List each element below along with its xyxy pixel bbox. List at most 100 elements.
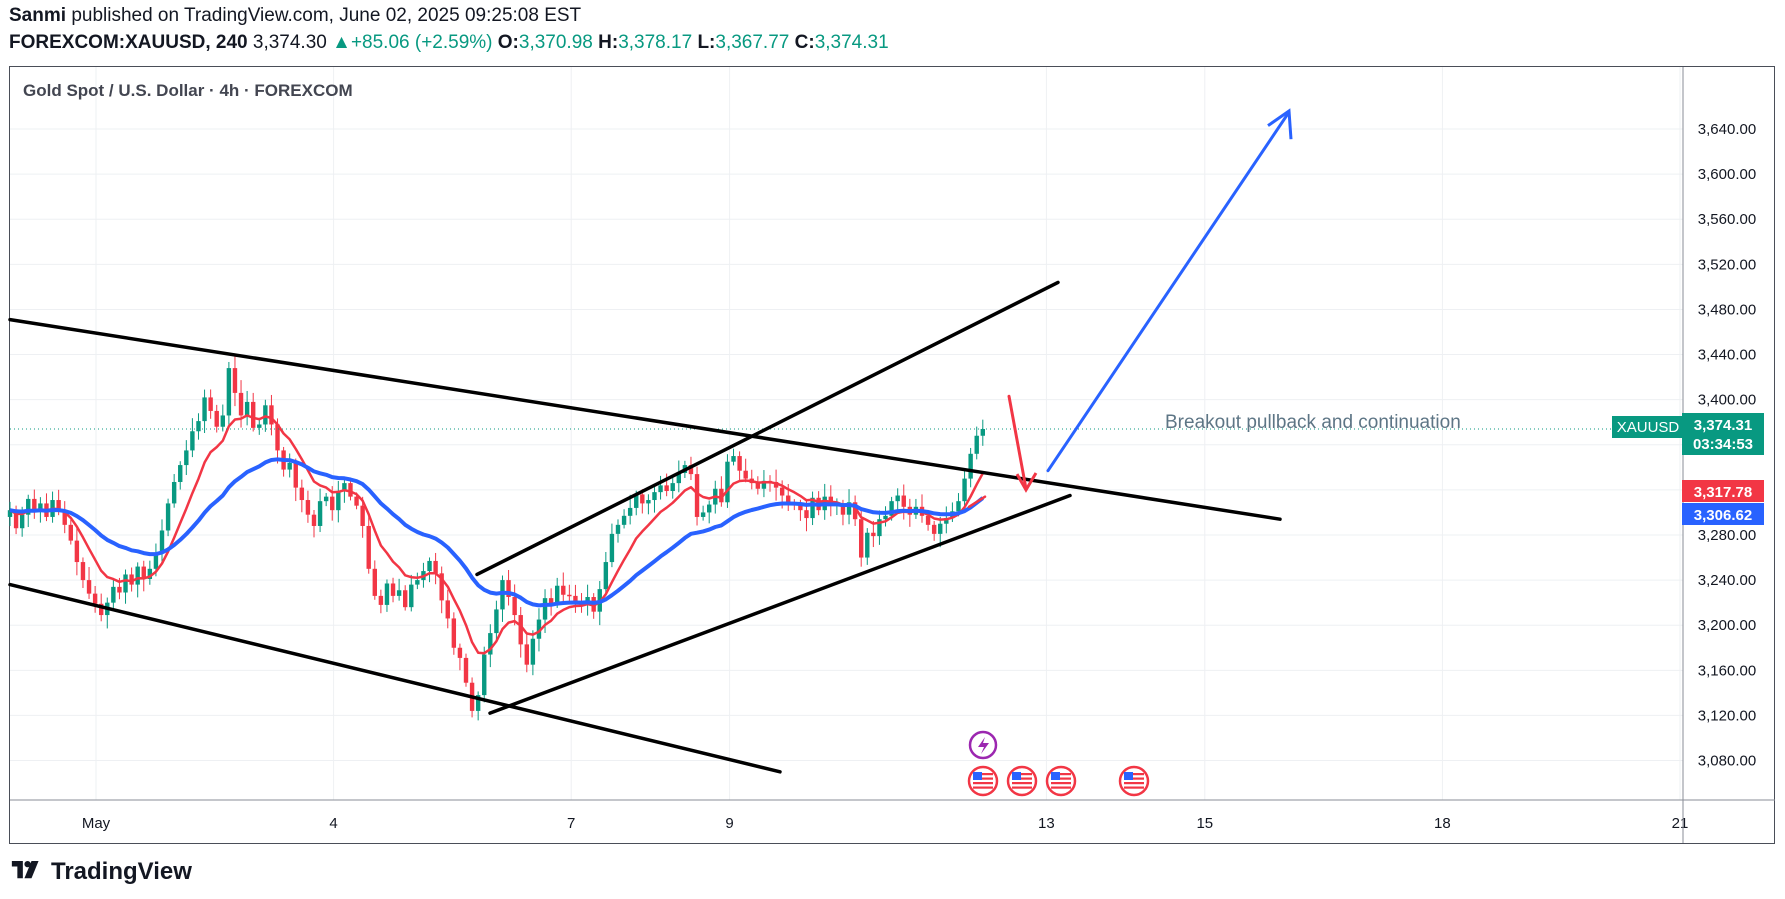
- candle-body: [773, 481, 779, 488]
- candle-body: [640, 494, 645, 504]
- breakout-arrow-head: [1267, 108, 1293, 140]
- candle-body: [366, 525, 371, 569]
- y-tick-label: 3,200.00: [1698, 617, 1756, 634]
- candle-body: [445, 600, 450, 619]
- candle-body: [147, 568, 153, 579]
- y-tick-label: 3,640.00: [1698, 121, 1756, 138]
- candle-body: [378, 595, 384, 605]
- tradingview-brand: TradingView: [51, 858, 192, 885]
- candle-body: [287, 462, 292, 470]
- y-tick-label: 3,160.00: [1698, 662, 1756, 679]
- candle-body: [877, 519, 882, 537]
- x-tick-label: May: [82, 815, 111, 832]
- high-value: 3,378.17: [618, 32, 693, 53]
- candle-body: [676, 472, 681, 484]
- candle-body: [609, 533, 615, 563]
- candle-body: [232, 368, 238, 393]
- candle-body: [688, 465, 694, 475]
- candle-body: [761, 480, 767, 489]
- candle-body: [944, 518, 949, 524]
- low-value: 3,367.77: [715, 32, 790, 53]
- price-tag-countdown: 03:34:53: [1693, 436, 1753, 453]
- candle-body: [269, 405, 274, 425]
- ascending-channel-upper: [475, 280, 1060, 577]
- candle-body: [153, 553, 159, 569]
- candle-body: [846, 502, 852, 515]
- candle-body: [74, 540, 80, 563]
- candle-body: [257, 424, 262, 428]
- candle-body: [135, 566, 140, 585]
- candle-body: [883, 515, 888, 520]
- candle-body: [26, 498, 31, 515]
- ema-fast-tail: [967, 495, 987, 509]
- candle-body: [743, 470, 748, 479]
- candle-body: [536, 619, 542, 639]
- candles: [7, 355, 985, 721]
- candle-body: [810, 497, 815, 519]
- candle-body: [779, 487, 785, 496]
- x-tick-label: 4: [329, 815, 337, 832]
- candle-body: [895, 495, 900, 502]
- candle-body: [439, 573, 444, 601]
- candle-body: [214, 410, 219, 427]
- candle-body: [530, 638, 536, 665]
- candle-body: [409, 584, 414, 608]
- candle-body: [840, 504, 846, 515]
- descending-lower-trendline: [8, 582, 782, 774]
- candle-body: [299, 487, 305, 501]
- candle-body: [567, 594, 572, 597]
- event-markers: [967, 730, 1150, 797]
- candle-body: [731, 456, 736, 462]
- candle-body: [123, 574, 128, 593]
- y-tick-label: 3,600.00: [1698, 166, 1756, 183]
- price-tag: XAUUSD 3,374.31 03:34:53: [1612, 413, 1764, 455]
- y-tick-label: 3,440.00: [1698, 347, 1756, 364]
- candle-body: [238, 392, 244, 416]
- candle-body: [652, 492, 657, 501]
- candle-body: [573, 595, 578, 602]
- x-tick-label: 13: [1038, 815, 1055, 832]
- close-label: C:: [794, 32, 815, 53]
- breakout-arrow-shaft: [1046, 110, 1291, 473]
- y-tick-label: 3,400.00: [1698, 392, 1756, 409]
- tradingview-footer[interactable]: TradingView: [9, 858, 192, 886]
- candle-body: [482, 654, 487, 696]
- candle-body: [7, 510, 13, 517]
- candle-body: [323, 496, 329, 502]
- candle-body: [159, 530, 165, 554]
- candle-body: [86, 580, 92, 594]
- candle-body: [664, 485, 669, 492]
- candle-body: [871, 532, 876, 537]
- ema-fast-tag-bg: [1682, 480, 1764, 502]
- ema-slow-line: [9, 457, 985, 608]
- candle-body: [700, 512, 706, 517]
- pullback-arrow-head: [1015, 472, 1038, 493]
- ohlc-line: FOREXCOM:XAUUSD, 240 3,374.30 ▲+85.06 (+…: [9, 32, 889, 54]
- candle-body: [901, 495, 906, 507]
- candle-body: [707, 504, 712, 513]
- candle-body: [463, 657, 469, 683]
- candle-body: [634, 494, 639, 508]
- us-flag-icon: [1006, 765, 1038, 797]
- candle-body: [859, 519, 864, 558]
- candle-body: [512, 597, 517, 616]
- candle-body: [165, 503, 171, 531]
- candle-body: [342, 483, 347, 492]
- candle-body: [658, 485, 663, 493]
- candle-body: [646, 500, 651, 504]
- candle-body: [621, 515, 627, 525]
- ema-slow-value: 3,306.62: [1694, 507, 1752, 524]
- candle-body: [865, 532, 870, 558]
- candle-body: [548, 598, 554, 604]
- price-tag-value: 3,374.31: [1694, 417, 1752, 434]
- candle-body: [317, 501, 323, 526]
- candle-body: [931, 524, 937, 534]
- author-name[interactable]: Sanmi: [9, 5, 67, 26]
- candle-body: [56, 500, 61, 511]
- published-text: published on TradingView.com, June 02, 2…: [71, 5, 582, 26]
- axes: 3,080.00 3,120.00 3,160.00 3,200.00 3,240.00…: [10, 67, 1775, 843]
- publish-info: Sanmi published on TradingView.com, June…: [9, 5, 581, 27]
- candle-body: [305, 500, 311, 515]
- candle-body: [725, 461, 730, 503]
